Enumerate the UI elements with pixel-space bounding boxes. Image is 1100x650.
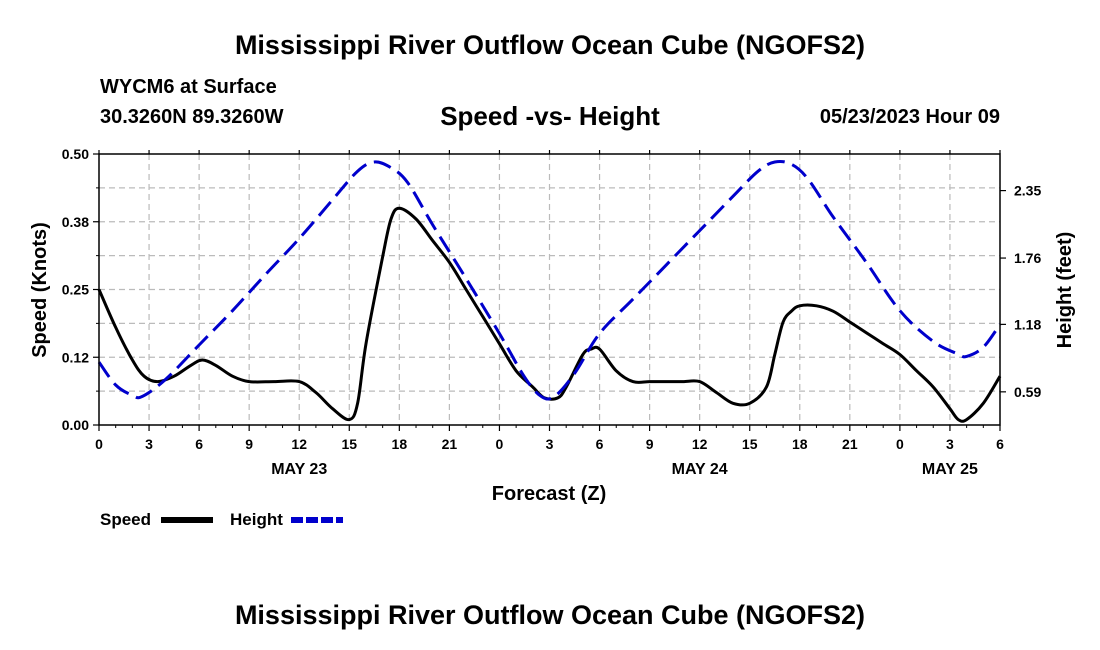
legend-height-label: Height <box>230 510 283 529</box>
y2-tick-label: 0.59 <box>1014 384 1041 400</box>
x-tick-label: 9 <box>245 436 253 452</box>
station-label: WYCM6 at Surface <box>100 76 277 98</box>
x-tick-label: 3 <box>546 436 554 452</box>
x-tick-label: 18 <box>392 436 408 452</box>
x-tick-label: 15 <box>341 436 357 452</box>
x-tick-label: 9 <box>646 436 654 452</box>
y-tick-label: 0.00 <box>62 417 89 433</box>
series-line-speed <box>97 206 1002 423</box>
x-tick-label: 12 <box>692 436 708 452</box>
y-axis-label: Speed (Knots) <box>29 222 51 358</box>
y2-tick-label: 1.76 <box>1014 250 1041 266</box>
x-tick-label: 0 <box>496 436 504 452</box>
y-tick-label: 0.25 <box>62 282 89 298</box>
y2-tick-label: 1.18 <box>1014 316 1041 332</box>
axes: 0 3 6 9 12 15 18 21 0 3 6 9 12 15 18 21 0 3 6 MAY 23 MAY 24 M… <box>62 146 1042 478</box>
y2-axis-label: Height (feet) <box>1054 232 1076 349</box>
y2-tick-label: 2.35 <box>1014 183 1041 199</box>
station-coordinates: 30.3260N 89.3260W <box>100 106 284 128</box>
x-tick-label: 6 <box>195 436 203 452</box>
y-tick-label: 0.12 <box>62 349 89 365</box>
series-line-height <box>97 159 1002 401</box>
grid <box>99 153 1000 425</box>
x-tick-label: 3 <box>145 436 153 452</box>
x-tick-label: 0 <box>95 436 103 452</box>
x-tick-label: 18 <box>792 436 808 452</box>
x-axis-label: Forecast (Z) <box>492 483 606 505</box>
main-title: Mississippi River Outflow Ocean Cube (NG… <box>234 30 866 60</box>
x-tick-label: 21 <box>842 436 858 452</box>
y-tick-label: 0.38 <box>62 214 89 230</box>
x-tick-label: 21 <box>442 436 458 452</box>
x-tick-label: 12 <box>291 436 307 452</box>
chart-title: Speed -vs- Height <box>440 101 660 131</box>
x-tick-label: 6 <box>596 436 604 452</box>
x-tick-label: 6 <box>996 436 1004 452</box>
footer-title: Mississippi River Outflow Ocean Cube (NG… <box>234 600 866 630</box>
forecast-datetime: 05/23/2023 Hour 09 <box>819 106 1000 128</box>
x-tick-label: 15 <box>742 436 758 452</box>
x-date-label: MAY 23 <box>271 461 327 478</box>
x-tick-label: 3 <box>946 436 954 452</box>
x-tick-label: 0 <box>896 436 904 452</box>
series <box>97 159 1002 423</box>
y-tick-label: 0.50 <box>62 146 89 162</box>
x-date-label: MAY 25 <box>922 461 978 478</box>
legend-speed-label: Speed <box>100 510 151 529</box>
x-date-label: MAY 24 <box>672 461 728 478</box>
legend: Speed Height <box>100 510 343 529</box>
